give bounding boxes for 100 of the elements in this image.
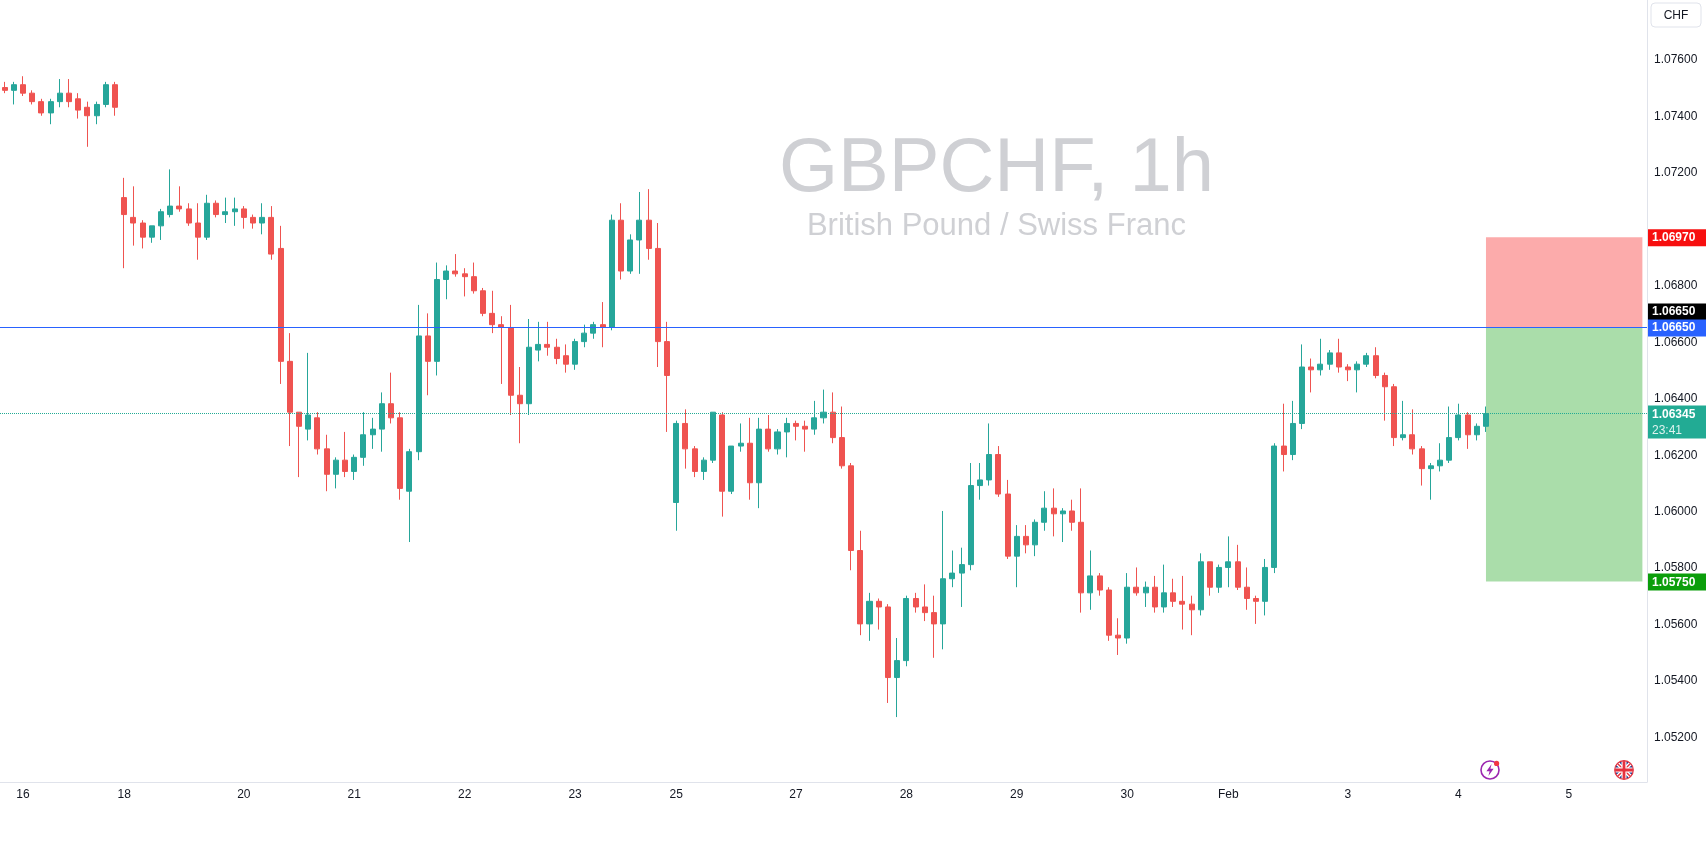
candlestick <box>1106 586 1112 642</box>
candlestick <box>1005 479 1011 560</box>
candlestick <box>600 301 606 348</box>
candlestick <box>784 417 790 458</box>
candlestick <box>434 262 440 376</box>
y-tick-label: 1.06200 <box>1654 447 1698 462</box>
candlestick <box>830 391 836 444</box>
candlestick <box>1465 411 1471 450</box>
candlestick <box>333 456 339 489</box>
y-tick-label: 1.05600 <box>1654 616 1698 631</box>
candlestick <box>1207 561 1213 597</box>
candlestick <box>1271 442 1277 574</box>
x-tick-label: 30 <box>1120 787 1135 801</box>
candlestick <box>1428 462 1434 501</box>
candlestick <box>508 304 514 416</box>
candlestick <box>636 191 642 275</box>
x-tick-label: 23 <box>568 787 583 801</box>
candlestick <box>324 434 330 492</box>
x-tick-label: Feb <box>1218 787 1240 801</box>
candlestick <box>462 267 468 297</box>
candlestick <box>66 78 72 108</box>
candlestick <box>848 462 854 571</box>
x-tick-label: 3 <box>1344 787 1352 801</box>
candlestick <box>480 287 486 317</box>
candlestick <box>1097 572 1103 597</box>
candlestick <box>1244 566 1250 611</box>
candlestick <box>1409 408 1415 456</box>
candlestick <box>986 422 992 487</box>
candlestick <box>1078 487 1084 614</box>
candlestick <box>103 81 109 108</box>
candlestick <box>498 315 504 385</box>
candlestick <box>84 101 90 148</box>
candlestick <box>278 225 284 385</box>
y-tick-label: 1.05400 <box>1654 673 1698 688</box>
candlestick <box>646 188 652 261</box>
candlestick <box>1179 575 1185 631</box>
candlestick <box>11 81 17 105</box>
x-tick-label: 21 <box>347 787 362 801</box>
candlestick <box>1235 544 1241 591</box>
candlestick <box>2 81 8 94</box>
candlestick <box>425 312 431 396</box>
y-tick-label: 1.07600 <box>1654 52 1698 67</box>
candlestick <box>1161 564 1167 614</box>
candlestick <box>609 214 615 331</box>
candlestick <box>1225 535 1231 588</box>
candlestick <box>995 445 1001 498</box>
candlestick <box>94 101 100 125</box>
candlestick <box>1170 578 1176 608</box>
candlestick <box>1419 445 1425 487</box>
candlestick <box>931 595 937 659</box>
candlestick <box>949 550 955 588</box>
candlestick <box>222 197 228 224</box>
candlestick <box>682 408 688 470</box>
candlestick <box>793 420 799 441</box>
candlestick <box>857 530 863 636</box>
candlestick <box>1373 346 1379 379</box>
text: 23:41 <box>1652 422 1683 437</box>
candlestick <box>38 98 44 117</box>
x-tick-label: 5 <box>1565 787 1573 801</box>
candlestick <box>544 321 550 357</box>
candlestick <box>517 366 523 444</box>
candlestick <box>167 168 173 218</box>
x-tick-label: 22 <box>457 787 472 801</box>
ref-line-label: 1.06650 <box>1652 320 1696 335</box>
candlestick <box>57 78 63 108</box>
candlestick <box>692 445 698 478</box>
candlestick <box>48 98 54 125</box>
candlestick <box>250 214 256 230</box>
candlestick <box>121 177 127 269</box>
candlestick <box>232 197 238 227</box>
x-tick-label: 20 <box>237 787 251 801</box>
candlestick <box>388 372 394 424</box>
candlestick <box>535 321 541 362</box>
x-tick-label: 27 <box>789 787 803 801</box>
candlestick <box>351 454 357 481</box>
candlestick <box>130 185 136 247</box>
candlestick <box>1152 575 1158 614</box>
candlestick <box>471 262 477 295</box>
candlestick <box>489 290 495 334</box>
candlestick <box>959 547 965 608</box>
candlestick <box>443 264 449 300</box>
candlestick <box>452 253 458 278</box>
candlestick <box>747 417 753 501</box>
candlestick <box>655 222 661 368</box>
candlestick <box>1336 338 1342 374</box>
candlestick <box>1051 487 1057 537</box>
candlestick <box>554 338 560 365</box>
candlestick <box>756 417 762 509</box>
candlestick <box>1317 338 1323 376</box>
candlestick <box>20 75 26 97</box>
candlestick <box>1115 617 1121 656</box>
candlestick <box>885 603 891 704</box>
candlestick <box>802 420 808 453</box>
candlestick <box>75 92 81 120</box>
candlestick <box>342 431 348 478</box>
candlestick <box>158 208 164 241</box>
candlestick <box>112 81 118 117</box>
y-tick-label: 1.05800 <box>1654 560 1698 575</box>
candlestick <box>1143 581 1149 608</box>
y-tick-label: 1.06000 <box>1654 503 1698 518</box>
